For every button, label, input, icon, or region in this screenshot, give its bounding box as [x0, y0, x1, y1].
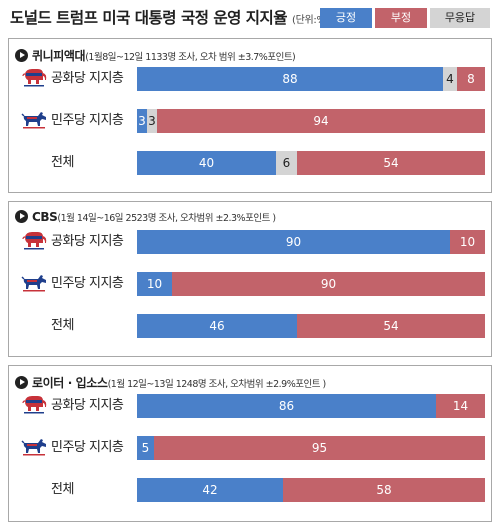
poll-row: 전체 42 58: [9, 476, 493, 504]
poll-row: 공화당 지지층 86 14: [9, 392, 493, 420]
data-label: 90: [320, 277, 337, 291]
poll-row: 민주당 지지층 3 3 94: [9, 107, 493, 135]
data-label: 10: [459, 235, 476, 249]
bar-positive: 46: [137, 314, 297, 338]
bar-negative: 10: [450, 230, 485, 254]
row-label: 전체: [51, 318, 74, 333]
row-label: 공화당 지지층: [51, 71, 124, 86]
bar-negative: 8: [457, 67, 485, 91]
data-label: 46: [209, 319, 225, 333]
data-label: 4: [446, 72, 454, 86]
chart-title: 도널드 트럼프 미국 대통령 국정 운영 지지율 (단위:%): [10, 9, 330, 27]
donkey-icon: [21, 270, 47, 298]
panel-header: CBS(1월 14일~16일 2523명 조사, 오차범위 ±2.3%포인트 ): [15, 210, 276, 224]
poll-row: 민주당 지지층 5 95: [9, 434, 493, 462]
elephant-icon: [21, 228, 47, 256]
panel-header: 로이터 · 입소스(1월 12일~13일 1248명 조사, 오차범위 ±2.9…: [15, 374, 326, 391]
bar-negative: 95: [154, 436, 485, 460]
data-label: 8: [467, 72, 475, 86]
row-label: 민주당 지지층: [51, 276, 124, 291]
poll-panel-reuters-ipsos: 로이터 · 입소스(1월 12일~13일 1248명 조사, 오차범위 ±2.9…: [8, 365, 492, 522]
stacked-bar: 10 90: [137, 272, 485, 296]
data-label: 86: [278, 399, 295, 413]
data-label: 3: [138, 114, 146, 128]
poll-source: CBS: [32, 210, 58, 224]
data-label: 58: [376, 483, 392, 497]
poll-row: 민주당 지지층 10 90: [9, 270, 493, 298]
legend-neutral: 무응답: [430, 8, 490, 28]
stacked-bar: 46 54: [137, 314, 485, 338]
play-icon: [15, 49, 28, 62]
data-label: 54: [383, 156, 399, 170]
row-label: 민주당 지지층: [51, 113, 124, 128]
bar-positive: 3: [137, 109, 147, 133]
poll-meta: (1월8일~12일 1133명 조사, 오차 범위 ±3.7%포인트): [85, 52, 296, 63]
panel-header: 퀴니피액대(1월8일~12일 1133명 조사, 오차 범위 ±3.7%포인트): [15, 47, 296, 64]
bar-positive: 88: [137, 67, 443, 91]
data-label: 6: [282, 156, 291, 170]
data-label: 14: [452, 399, 469, 413]
data-label: 5: [141, 441, 150, 455]
poll-row: 공화당 지지층 88 4 8: [9, 65, 493, 93]
bar-positive: 90: [137, 230, 450, 254]
data-label: 95: [311, 441, 328, 455]
data-label: 40: [198, 156, 215, 170]
poll-source: 퀴니피액대: [32, 49, 86, 63]
bar-negative: 54: [297, 151, 485, 175]
play-icon: [15, 210, 28, 223]
legend-negative: 부정: [375, 8, 427, 28]
stacked-bar: 5 95: [137, 436, 485, 460]
legend-positive: 긍정: [320, 8, 372, 28]
stacked-bar: 90 10: [137, 230, 485, 254]
bar-negative: 58: [283, 478, 485, 502]
bar-no-answer: 4: [443, 67, 457, 91]
elephant-icon: [21, 392, 47, 420]
poll-source: 로이터 · 입소스: [32, 376, 108, 390]
row-label: 전체: [51, 482, 74, 497]
bar-negative: 14: [436, 394, 485, 418]
row-label: 공화당 지지층: [51, 398, 124, 413]
data-label: 3: [148, 114, 156, 128]
data-label: 42: [202, 483, 218, 497]
row-label: 공화당 지지층: [51, 234, 124, 249]
data-label: 90: [285, 235, 302, 249]
data-label: 94: [313, 114, 329, 128]
data-label: 10: [146, 277, 163, 291]
poll-row: 전체 40 6 54: [9, 149, 493, 177]
poll-meta: (1월 14일~16일 2523명 조사, 오차범위 ±2.3%포인트 ): [57, 213, 276, 224]
bar-negative: 94: [157, 109, 485, 133]
stacked-bar: 40 6 54: [137, 151, 485, 175]
data-label: 88: [282, 72, 298, 86]
bar-negative: 54: [297, 314, 485, 338]
bar-no-answer: 6: [276, 151, 297, 175]
donkey-icon: [21, 434, 47, 462]
elephant-icon: [21, 65, 47, 93]
bar-positive: 86: [137, 394, 436, 418]
donkey-icon: [21, 107, 47, 135]
unit-label: (단위:%): [291, 15, 330, 26]
poll-meta: (1월 12일~13일 1248명 조사, 오차범위 ±2.9%포인트 ): [107, 379, 327, 390]
stacked-bar: 3 3 94: [137, 109, 485, 133]
bar-positive: 42: [137, 478, 283, 502]
stacked-bar: 86 14: [137, 394, 485, 418]
bar-no-answer: 3: [147, 109, 157, 133]
row-label: 전체: [51, 155, 74, 170]
row-label: 민주당 지지층: [51, 440, 124, 455]
poll-panel-cbs: CBS(1월 14일~16일 2523명 조사, 오차범위 ±2.3%포인트 )…: [8, 201, 492, 357]
bar-negative: 90: [172, 272, 485, 296]
stacked-bar: 88 4 8: [137, 67, 485, 91]
stacked-bar: 42 58: [137, 478, 485, 502]
poll-row: 전체 46 54: [9, 312, 493, 340]
play-icon: [15, 376, 28, 389]
data-label: 54: [383, 319, 399, 333]
poll-panel-quinnipiac: 퀴니피액대(1월8일~12일 1133명 조사, 오차 범위 ±3.7%포인트)…: [8, 38, 492, 193]
bar-positive: 10: [137, 272, 172, 296]
poll-row: 공화당 지지층 90 10: [9, 228, 493, 256]
bar-positive: 40: [137, 151, 276, 175]
bar-positive: 5: [137, 436, 154, 460]
